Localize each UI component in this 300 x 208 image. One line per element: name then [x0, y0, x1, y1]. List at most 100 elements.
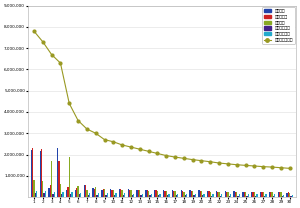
- Bar: [279, 192, 280, 197]
- Bar: [36, 191, 37, 197]
- Bar: [236, 192, 237, 197]
- Bar: [235, 192, 236, 197]
- Bar: [148, 191, 149, 197]
- Bar: [172, 190, 173, 197]
- Bar: [164, 191, 166, 197]
- Bar: [35, 193, 36, 197]
- Bar: [51, 161, 52, 197]
- Bar: [283, 194, 284, 197]
- Bar: [198, 191, 200, 197]
- Bar: [31, 150, 32, 197]
- Bar: [212, 194, 214, 197]
- Bar: [186, 194, 187, 197]
- Bar: [292, 194, 293, 197]
- Bar: [159, 194, 161, 197]
- Bar: [106, 193, 108, 197]
- Bar: [246, 196, 247, 197]
- Bar: [208, 191, 210, 197]
- Bar: [32, 148, 33, 197]
- Bar: [200, 191, 201, 197]
- Bar: [226, 192, 227, 197]
- Bar: [75, 190, 76, 197]
- Bar: [216, 191, 217, 197]
- Bar: [60, 184, 61, 197]
- Bar: [195, 194, 196, 197]
- Bar: [261, 192, 262, 197]
- Bar: [157, 191, 158, 197]
- Bar: [113, 190, 114, 197]
- Bar: [89, 193, 90, 197]
- Bar: [120, 189, 122, 197]
- Bar: [45, 191, 46, 197]
- Bar: [54, 192, 55, 197]
- Bar: [88, 194, 89, 197]
- Bar: [92, 188, 94, 197]
- Legend: 참여지수, 리더어지수, 소통지수, 커뮤니티지수, 사회공헌지수, 브랜드평판지수: 참여지수, 리더어지수, 소통지수, 커뮤니티지수, 사회공헌지수, 브랜드평판…: [262, 7, 295, 44]
- Bar: [211, 196, 212, 197]
- Bar: [264, 196, 265, 197]
- Bar: [71, 192, 73, 197]
- Bar: [62, 192, 64, 197]
- Bar: [95, 187, 96, 197]
- Bar: [218, 192, 220, 197]
- Bar: [210, 192, 211, 197]
- Bar: [145, 190, 147, 197]
- Bar: [110, 189, 111, 197]
- Bar: [177, 194, 178, 197]
- Bar: [154, 190, 155, 197]
- Bar: [129, 190, 130, 197]
- Bar: [202, 196, 203, 197]
- Bar: [230, 194, 231, 197]
- Bar: [281, 196, 283, 197]
- Bar: [166, 191, 167, 197]
- Bar: [140, 195, 142, 197]
- Bar: [173, 191, 174, 197]
- Bar: [255, 196, 256, 197]
- Bar: [288, 192, 289, 197]
- Bar: [265, 194, 266, 197]
- Bar: [203, 194, 205, 197]
- Bar: [136, 190, 138, 197]
- Bar: [256, 194, 258, 197]
- Bar: [61, 194, 62, 197]
- Bar: [189, 190, 191, 197]
- Bar: [252, 192, 254, 197]
- Bar: [132, 195, 133, 197]
- Bar: [85, 185, 86, 197]
- Bar: [248, 194, 249, 197]
- Bar: [192, 191, 193, 197]
- Bar: [44, 193, 45, 197]
- Bar: [184, 195, 186, 197]
- Bar: [229, 196, 230, 197]
- Bar: [227, 192, 229, 197]
- Bar: [158, 195, 159, 197]
- Bar: [181, 190, 182, 197]
- Bar: [290, 196, 292, 197]
- Bar: [69, 157, 70, 197]
- Bar: [111, 190, 113, 197]
- Bar: [286, 193, 288, 197]
- Bar: [201, 191, 202, 197]
- Bar: [193, 196, 195, 197]
- Bar: [67, 187, 69, 197]
- Bar: [221, 194, 222, 197]
- Bar: [79, 194, 80, 197]
- Bar: [191, 191, 192, 197]
- Bar: [77, 186, 79, 197]
- Bar: [225, 191, 226, 197]
- Bar: [86, 190, 88, 197]
- Bar: [133, 194, 134, 197]
- Bar: [119, 189, 120, 197]
- Bar: [122, 190, 123, 197]
- Bar: [103, 189, 104, 197]
- Bar: [217, 192, 218, 197]
- Bar: [41, 149, 42, 197]
- Bar: [42, 181, 44, 197]
- Bar: [167, 195, 168, 197]
- Bar: [289, 193, 290, 197]
- Bar: [272, 192, 273, 197]
- Bar: [237, 196, 239, 197]
- Bar: [84, 185, 85, 197]
- Bar: [183, 192, 184, 197]
- Bar: [33, 180, 35, 197]
